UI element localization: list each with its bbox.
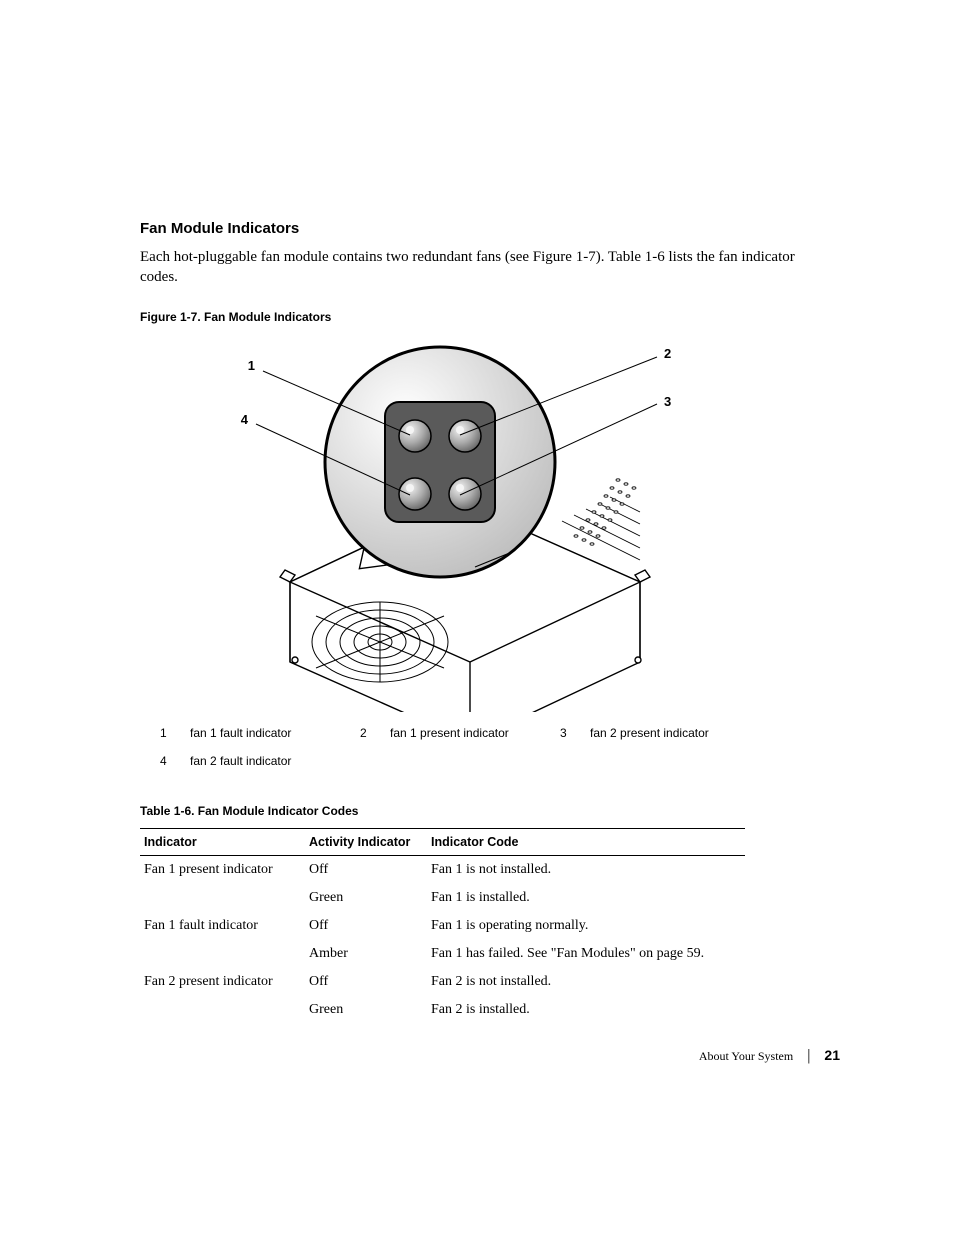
callout-3: 3 xyxy=(664,394,671,409)
table-cell: Fan 1 fault indicator xyxy=(140,912,305,940)
th-indicator: Indicator xyxy=(140,828,305,855)
table-header-row: Indicator Activity Indicator Indicator C… xyxy=(140,828,745,855)
table-cell: Fan 1 present indicator xyxy=(140,855,305,884)
table-cell: Fan 1 is not installed. xyxy=(427,855,745,884)
table-cell: Green xyxy=(305,884,427,912)
footer-page-number: 21 xyxy=(824,1047,840,1063)
table-cell: Fan 1 is operating normally. xyxy=(427,912,745,940)
table-cell: Off xyxy=(305,912,427,940)
section-heading: Fan Module Indicators xyxy=(140,220,815,237)
table-cell: Off xyxy=(305,855,427,884)
table-caption: Table 1-6. Fan Module Indicator Codes xyxy=(140,804,815,818)
indicator-table: Indicator Activity Indicator Indicator C… xyxy=(140,828,745,1024)
table-row: AmberFan 1 has failed. See "Fan Modules"… xyxy=(140,940,745,968)
table-cell: Fan 2 present indicator xyxy=(140,968,305,996)
callout-1: 1 xyxy=(248,358,255,373)
legend-label: fan 2 fault indicator xyxy=(190,754,360,768)
table-cell xyxy=(140,996,305,1024)
table-cell: Fan 1 is installed. xyxy=(427,884,745,912)
led-2 xyxy=(449,420,481,452)
figure-legend: 1 fan 1 fault indicator 2 fan 1 present … xyxy=(140,726,815,768)
figure-area: 1 2 3 4 xyxy=(140,342,815,712)
table-cell: Off xyxy=(305,968,427,996)
figure-svg: 1 2 3 4 xyxy=(140,342,815,712)
footer-section: About Your System xyxy=(699,1049,793,1063)
table-row: GreenFan 2 is installed. xyxy=(140,996,745,1024)
table-cell: Green xyxy=(305,996,427,1024)
legend-label: fan 2 present indicator xyxy=(590,726,760,740)
table-cell xyxy=(140,940,305,968)
table-row: Fan 2 present indicatorOffFan 2 is not i… xyxy=(140,968,745,996)
th-activity: Activity Indicator xyxy=(305,828,427,855)
table-cell: Fan 2 is installed. xyxy=(427,996,745,1024)
magnifier-icon xyxy=(325,347,555,577)
legend-num: 3 xyxy=(560,726,590,740)
legend-label: fan 1 fault indicator xyxy=(190,726,360,740)
page-content: Fan Module Indicators Each hot-pluggable… xyxy=(140,220,815,1024)
table-cell xyxy=(140,884,305,912)
table-cell: Fan 1 has failed. See "Fan Modules" on p… xyxy=(427,940,745,968)
led-1 xyxy=(399,420,431,452)
led-3 xyxy=(449,478,481,510)
callout-4: 4 xyxy=(241,412,249,427)
table-row: Fan 1 fault indicatorOffFan 1 is operati… xyxy=(140,912,745,940)
table-row: GreenFan 1 is installed. xyxy=(140,884,745,912)
led-panel xyxy=(385,402,495,522)
legend-num: 2 xyxy=(360,726,390,740)
callout-2: 2 xyxy=(664,346,671,361)
legend-num: 1 xyxy=(160,726,190,740)
table-row: Fan 1 present indicatorOffFan 1 is not i… xyxy=(140,855,745,884)
th-code: Indicator Code xyxy=(427,828,745,855)
intro-paragraph: Each hot-pluggable fan module contains t… xyxy=(140,247,815,288)
table-cell: Amber xyxy=(305,940,427,968)
legend-num: 4 xyxy=(160,754,190,768)
figure-caption: Figure 1-7. Fan Module Indicators xyxy=(140,310,815,324)
led-4 xyxy=(399,478,431,510)
table-cell: Fan 2 is not installed. xyxy=(427,968,745,996)
page-footer: About Your System | 21 xyxy=(140,1047,840,1065)
footer-divider-icon: | xyxy=(807,1047,810,1064)
legend-label: fan 1 present indicator xyxy=(390,726,560,740)
